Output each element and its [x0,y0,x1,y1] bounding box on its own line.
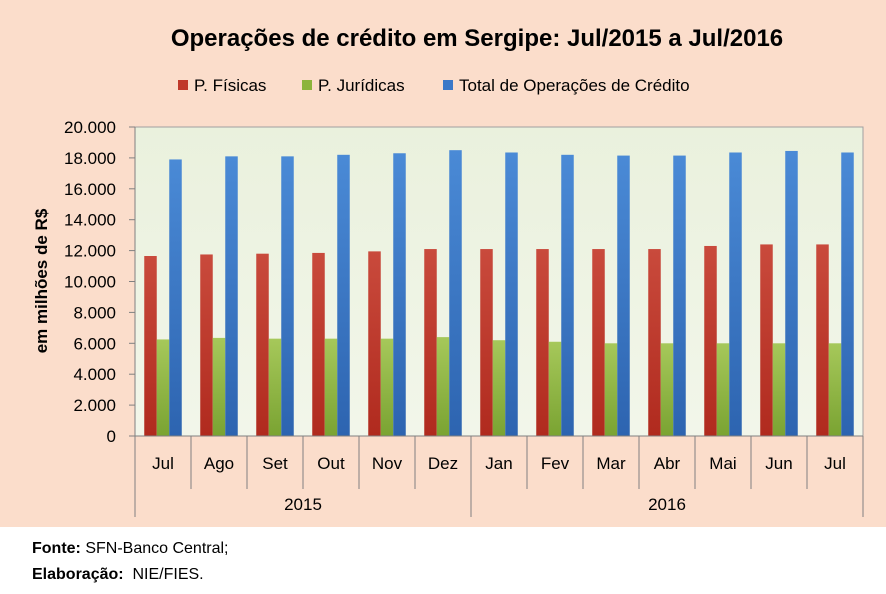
bar-p-f-sicas-3 [312,252,325,436]
bar-p-f-sicas-7 [536,249,549,436]
x-tick-label: Fev [541,454,570,473]
y-tick-label: 12.000 [64,242,116,261]
legend-swatch-2 [443,80,453,90]
bar-total-de-opera-es-de-cr-dito-3 [337,154,350,436]
x-tick-label: Abr [654,454,681,473]
bar-p-f-sicas-10 [704,245,717,436]
x-axis: Jul Ago Set Out Nov Dez Jan Fev Mar Abr Mai Jun Jul 2… [134,435,864,517]
bar-total-de-opera-es-de-cr-dito-2 [281,156,294,437]
bar-p-jur-dicas-0 [156,339,170,436]
x-tick-label: Nov [372,454,403,473]
credit-operations-chart: Operações de crédito em Sergipe: Jul/201… [32,25,864,517]
bar-p-jur-dicas-9 [660,343,674,436]
bar-p-f-sicas-11 [760,244,773,436]
chart-panel: Operações de crédito em Sergipe: Jul/201… [0,0,886,527]
x-tick-label: Dez [428,454,458,473]
bar-p-jur-dicas-1 [212,337,226,436]
legend-label-0: P. Físicas [194,76,266,95]
y-tick-label: 16.000 [64,180,116,199]
y-tick-label: 4.000 [73,365,116,384]
bar-total-de-opera-es-de-cr-dito-9 [673,155,686,436]
credit-label: Elaboração: [32,566,124,583]
bars-group [144,150,854,437]
y-axis-label: em milhões de R$ [32,208,51,353]
source-line: Fonte: SFN-Banco Central; [32,536,228,562]
x-tick-label: Mar [596,454,626,473]
credit-value: NIE/FIES. [123,566,204,583]
bar-p-f-sicas-9 [648,249,661,436]
y-tick-label: 8.000 [73,303,116,322]
x-tick-label: Jan [485,454,512,473]
x-group-label-2015: 2015 [284,495,322,514]
bar-p-jur-dicas-11 [772,343,786,436]
bar-total-de-opera-es-de-cr-dito-8 [617,155,630,436]
y-tick-label: 6.000 [73,334,116,353]
x-tick-label: Ago [204,454,234,473]
y-tick-label: 0 [107,427,116,446]
chart-title: Operações de crédito em Sergipe: Jul/201… [171,25,783,52]
bar-total-de-opera-es-de-cr-dito-10 [729,152,742,436]
bar-p-f-sicas-6 [480,249,493,436]
source-label: Fonte: [32,540,81,557]
y-tick-label: 18.000 [64,149,116,168]
x-tick-label: Jul [824,454,846,473]
bar-p-f-sicas-12 [816,244,829,436]
bar-p-jur-dicas-12 [828,343,842,436]
legend-label-2: Total de Operações de Crédito [459,76,690,95]
bar-p-jur-dicas-10 [716,343,730,436]
bar-p-jur-dicas-7 [548,341,562,436]
bar-total-de-opera-es-de-cr-dito-12 [841,152,854,436]
bar-total-de-opera-es-de-cr-dito-1 [225,156,238,437]
legend-label-1: P. Jurídicas [318,76,405,95]
x-tick-label: Jun [765,454,792,473]
bar-p-jur-dicas-2 [268,338,282,436]
y-tick-label: 20.000 [64,118,116,137]
bar-total-de-opera-es-de-cr-dito-6 [505,152,518,436]
bar-p-jur-dicas-5 [436,337,450,436]
credit-line: Elaboração: NIE/FIES. [32,562,228,588]
bar-total-de-opera-es-de-cr-dito-0 [169,159,182,436]
bar-p-jur-dicas-3 [324,338,338,436]
x-tick-label: Mai [709,454,736,473]
x-tick-label: Set [262,454,288,473]
bar-p-f-sicas-2 [256,253,269,436]
footer: Fonte: SFN-Banco Central; Elaboração: NI… [32,536,228,588]
bar-total-de-opera-es-de-cr-dito-7 [561,154,574,436]
source-value: SFN-Banco Central; [80,540,229,557]
bar-p-f-sicas-0 [144,256,157,436]
bar-total-de-opera-es-de-cr-dito-4 [393,153,406,436]
bar-p-jur-dicas-4 [380,338,394,436]
bar-p-jur-dicas-6 [492,340,506,436]
bar-total-de-opera-es-de-cr-dito-5 [449,150,462,437]
y-tick-label: 14.000 [64,211,116,230]
legend-swatch-1 [302,80,312,90]
y-tick-label: 10.000 [64,273,116,292]
legend-swatch-0 [178,80,188,90]
x-tick-label: Jul [152,454,174,473]
bar-p-f-sicas-5 [424,249,437,436]
x-group-label-2016: 2016 [648,495,686,514]
bar-p-f-sicas-8 [592,249,605,436]
y-axis: 0 2.000 4.000 6.000 8.000 10.000 12.000 14.000 1… [64,118,136,446]
bar-p-f-sicas-4 [368,251,381,436]
bar-p-f-sicas-1 [200,254,213,436]
x-tick-label: Out [317,454,345,473]
y-tick-label: 2.000 [73,396,116,415]
bar-p-jur-dicas-8 [604,343,618,436]
bar-total-de-opera-es-de-cr-dito-11 [785,150,798,436]
chart-legend: P. Físicas P. Jurídicas Total de Operações… [178,76,690,95]
